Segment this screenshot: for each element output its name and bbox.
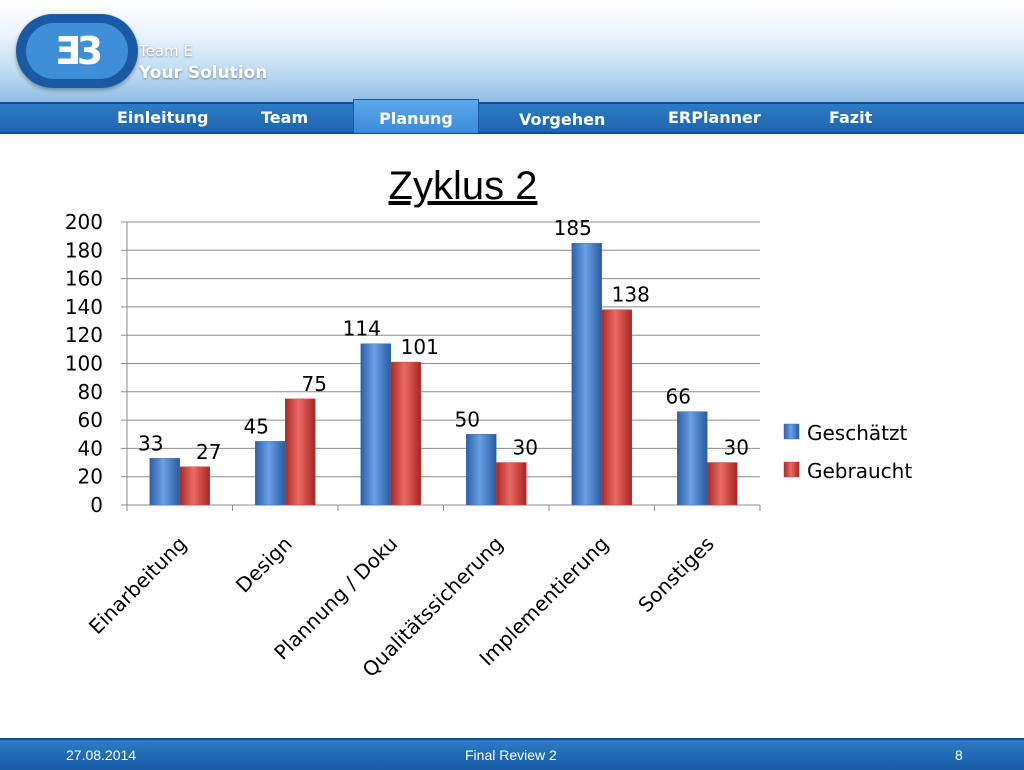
y-tick-label: 0 bbox=[90, 493, 103, 517]
data-label: 30 bbox=[724, 436, 749, 460]
y-tick-label: 40 bbox=[78, 436, 103, 460]
legend-label: Gebraucht bbox=[807, 459, 912, 483]
bar-geschaetzt bbox=[360, 343, 391, 506]
legend-swatch-gebraucht bbox=[783, 461, 800, 478]
data-label: 114 bbox=[343, 317, 381, 341]
ee-logo-icon: Ǝ3 bbox=[16, 14, 138, 88]
footer: 27.08.2014 Final Review 2 8 bbox=[0, 738, 1024, 770]
nav-item-planung-active[interactable]: Planung bbox=[353, 99, 479, 133]
nav-item-team[interactable]: Team bbox=[261, 108, 309, 127]
data-label: 50 bbox=[455, 407, 480, 431]
bar-chart: 0 20 40 60 80 100 120 140 160 180 200 33 27 Einarbeit… bbox=[65, 210, 913, 682]
category-label: Sonstiges bbox=[633, 532, 718, 617]
y-tick-label: 140 bbox=[65, 295, 103, 319]
nav-item-vorgehen[interactable]: Vorgehen bbox=[519, 110, 606, 129]
brand-line1: Team E bbox=[139, 42, 193, 60]
bar-geschaetzt bbox=[466, 434, 497, 506]
data-label: 33 bbox=[138, 431, 163, 455]
bar-gebraucht bbox=[496, 462, 527, 506]
footer-title: Final Review 2 bbox=[465, 747, 557, 763]
header: Ǝ3 Team E Your Solution bbox=[0, 0, 1024, 102]
footer-date: 27.08.2014 bbox=[66, 747, 137, 763]
y-tick-label: 20 bbox=[78, 465, 103, 489]
y-tick-label: 80 bbox=[78, 380, 103, 404]
y-tick-label: 180 bbox=[65, 238, 103, 262]
data-label: 27 bbox=[196, 440, 221, 464]
data-label: 75 bbox=[302, 372, 327, 396]
bar-gebraucht bbox=[179, 466, 210, 506]
legend-label: Geschätzt bbox=[807, 421, 907, 445]
bar-geschaetzt bbox=[677, 411, 708, 506]
nav-item-einleitung[interactable]: Einleitung bbox=[117, 108, 209, 127]
bar-geschaetzt bbox=[571, 242, 602, 506]
y-tick-label: 200 bbox=[65, 210, 103, 234]
footer-page-number: 8 bbox=[955, 747, 963, 763]
category-label: Einarbeitung bbox=[84, 532, 191, 639]
nav-bar: Einleitung Team Vorgehen ERPlanner Fazit bbox=[0, 102, 1024, 134]
bar-geschaetzt bbox=[255, 441, 286, 506]
data-label: 185 bbox=[554, 216, 592, 240]
bar-gebraucht bbox=[707, 462, 738, 506]
y-tick-label: 100 bbox=[65, 352, 103, 376]
slide-title: Zyklus 2 bbox=[388, 164, 538, 208]
nav-item-fazit[interactable]: Fazit bbox=[829, 108, 873, 127]
brand-line2: Your Solution bbox=[139, 63, 268, 83]
y-tick-label: 120 bbox=[65, 323, 103, 347]
bar-gebraucht bbox=[601, 309, 632, 506]
nav-item-erplanner[interactable]: ERPlanner bbox=[668, 108, 761, 127]
y-tick-label: 160 bbox=[65, 267, 103, 291]
data-label: 30 bbox=[513, 436, 538, 460]
y-tick-label: 60 bbox=[78, 408, 103, 432]
data-label: 45 bbox=[244, 414, 269, 438]
data-label: 138 bbox=[612, 283, 650, 307]
bar-gebraucht bbox=[285, 398, 316, 506]
data-label: 101 bbox=[401, 335, 439, 359]
legend-swatch-geschaetzt bbox=[783, 423, 800, 440]
data-label: 66 bbox=[666, 385, 691, 409]
bar-geschaetzt bbox=[149, 458, 180, 506]
category-label: Design bbox=[231, 532, 297, 598]
bar-gebraucht bbox=[390, 361, 421, 506]
